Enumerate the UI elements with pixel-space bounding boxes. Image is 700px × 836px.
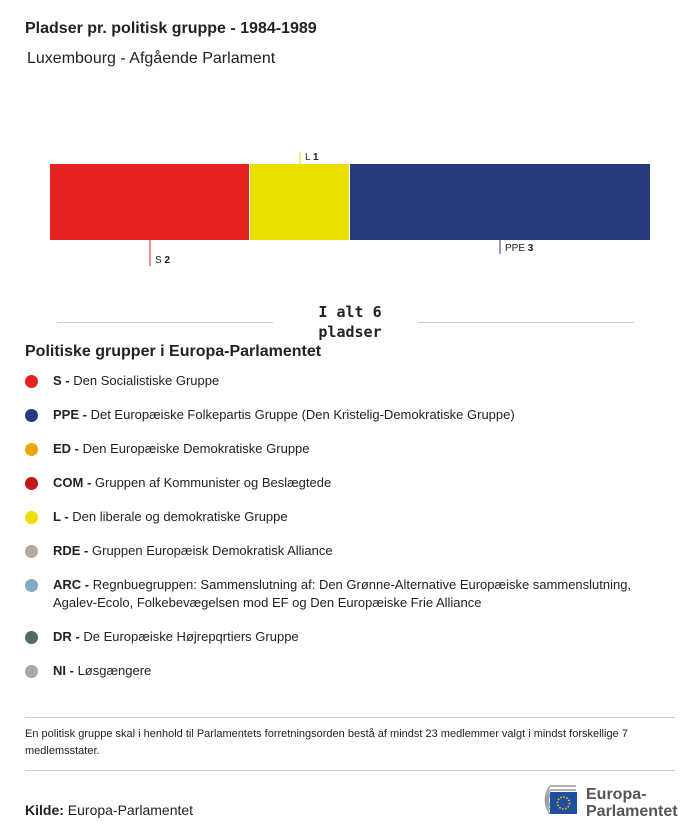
legend-label: Gruppen af Kommunister og Beslægtede: [94, 475, 332, 490]
category-label: PPE: [505, 243, 528, 254]
legend-item: S - Den Socialistiske Gruppe: [25, 372, 665, 390]
legend-label: Den Socialistiske Gruppe: [73, 373, 220, 388]
legend-abbr: DR -: [53, 629, 80, 644]
legend-item: RDE - Gruppen Europæisk Demokratisk Alli…: [25, 542, 665, 560]
legend-dot: [25, 409, 38, 422]
legend-abbr: ED -: [53, 441, 79, 456]
legend-item: ED - Den Europæiske Demokratiske Gruppe: [25, 440, 665, 458]
legend-abbr: PPE -: [53, 407, 87, 422]
legend-label: Den liberale og demokratiske Gruppe: [72, 509, 288, 524]
source: Kilde: Europa-Parlamentet: [25, 802, 193, 818]
legend-dot: [25, 511, 38, 524]
data-label-l: L 1: [305, 152, 319, 163]
legend-label: Regnbuegruppen: Sammenslutning af: Den G…: [53, 577, 632, 610]
source-label: Kilde:: [25, 802, 64, 818]
stacked-bar-chart: S 2 L 1 PPE 3: [50, 152, 650, 266]
value-label: 3: [528, 243, 534, 254]
legend-title: Politiske grupper i Europa-Parlamentet: [25, 343, 322, 360]
divider: [25, 770, 675, 771]
source-value: Europa-Parlamentet: [67, 802, 194, 818]
legend-abbr: ARC -: [53, 577, 90, 592]
value-label: 1: [313, 152, 319, 163]
divider-right: [418, 322, 634, 323]
divider: [25, 717, 675, 718]
chart-title: Pladser pr. politisk gruppe - 1984-1989: [25, 20, 317, 37]
legend-item: ARC - Regnbuegruppen: Sammenslutning af:…: [25, 576, 665, 612]
legend-item: DR - De Europæiske Højrepqrtiers Gruppe: [25, 628, 665, 646]
footnote: En politisk gruppe skal i henhold til Pa…: [25, 728, 628, 757]
legend-dot: [25, 631, 38, 644]
legend-dot: [25, 545, 38, 558]
data-label-ppe: PPE 3: [505, 243, 534, 254]
parliament-logo-icon: [544, 785, 577, 815]
legend-dot: [25, 443, 38, 456]
legend-label: Løsgængere: [77, 663, 152, 678]
bar-segment-ppe: [350, 164, 650, 240]
legend-abbr: RDE -: [53, 543, 89, 558]
legend-abbr: L -: [53, 509, 69, 524]
category-label: L: [305, 152, 313, 163]
legend-item: COM - Gruppen af Kommunister og Beslægte…: [25, 474, 665, 492]
legend-label: Det Europæiske Folkepartis Gruppe (Den K…: [90, 407, 515, 422]
bar-segment-s: [50, 164, 249, 240]
value-label: 2: [164, 255, 170, 266]
legend-label: Gruppen Europæisk Demokratisk Alliance: [92, 543, 333, 558]
logo-text: Europa-Parlamentet: [586, 786, 678, 820]
legend-abbr: NI -: [53, 663, 74, 678]
legend-dot: [25, 579, 38, 592]
chart-subtitle: Luxembourg - Afgående Parlament: [27, 50, 276, 67]
legend-dot: [25, 477, 38, 490]
legend-dot: [25, 375, 38, 388]
bar-segment-l: [250, 164, 349, 240]
divider-left: [57, 322, 273, 323]
legend-label: De Europæiske Højrepqrtiers Gruppe: [83, 629, 299, 644]
legend-abbr: S -: [53, 373, 70, 388]
data-label-s: S 2: [155, 255, 170, 266]
legend-dot: [25, 665, 38, 678]
legend-abbr: COM -: [53, 475, 92, 490]
legend-item: L - Den liberale og demokratiske Gruppe: [25, 508, 665, 526]
category-label: S: [155, 255, 164, 266]
legend-item: PPE - Det Europæiske Folkepartis Gruppe …: [25, 406, 665, 424]
legend-item: NI - Løsgængere: [25, 662, 665, 680]
legend-label: Den Europæiske Demokratiske Gruppe: [82, 441, 310, 456]
total-seats-label: I alt 6 pladser: [318, 303, 382, 341]
